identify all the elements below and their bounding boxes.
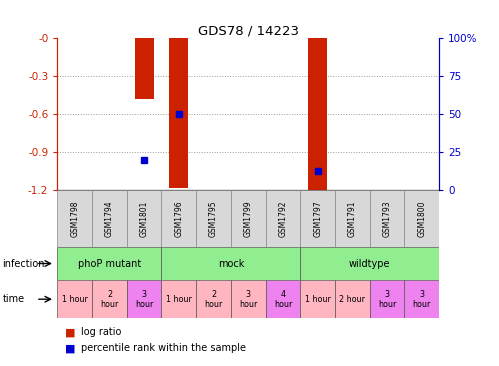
- Text: GSM1798: GSM1798: [70, 201, 79, 237]
- Text: 3
hour: 3 hour: [378, 290, 396, 309]
- Bar: [265, 280, 300, 318]
- Text: GSM1791: GSM1791: [348, 201, 357, 237]
- Text: log ratio: log ratio: [81, 327, 122, 337]
- Bar: [370, 280, 404, 318]
- Bar: [335, 190, 370, 247]
- Bar: [127, 190, 162, 247]
- Bar: [231, 280, 265, 318]
- Text: ■: ■: [65, 343, 75, 354]
- Bar: [300, 190, 335, 247]
- Text: GSM1792: GSM1792: [278, 201, 287, 237]
- Bar: [370, 190, 404, 247]
- Text: GSM1796: GSM1796: [174, 200, 183, 237]
- Text: GSM1794: GSM1794: [105, 200, 114, 237]
- Text: wildtype: wildtype: [349, 258, 390, 269]
- Bar: [308, 38, 327, 193]
- Text: GSM1797: GSM1797: [313, 200, 322, 237]
- Bar: [169, 38, 189, 188]
- Text: 2 hour: 2 hour: [339, 295, 365, 304]
- Text: GSM1795: GSM1795: [209, 200, 218, 237]
- Text: 1 hour: 1 hour: [305, 295, 331, 304]
- Bar: [265, 190, 300, 247]
- Text: phoP mutant: phoP mutant: [78, 258, 141, 269]
- Text: 1 hour: 1 hour: [62, 295, 88, 304]
- Text: infection: infection: [2, 258, 45, 269]
- Bar: [57, 190, 92, 247]
- Text: ■: ■: [65, 327, 75, 337]
- Bar: [135, 38, 154, 99]
- Bar: [92, 190, 127, 247]
- Bar: [127, 280, 162, 318]
- Bar: [162, 247, 300, 280]
- Text: 3
hour: 3 hour: [413, 290, 431, 309]
- Text: 3
hour: 3 hour: [239, 290, 257, 309]
- Text: 2
hour: 2 hour: [100, 290, 119, 309]
- Bar: [300, 247, 439, 280]
- Bar: [57, 247, 162, 280]
- Text: time: time: [2, 294, 24, 304]
- Bar: [404, 280, 439, 318]
- Bar: [404, 190, 439, 247]
- Bar: [335, 280, 370, 318]
- Text: 2
hour: 2 hour: [205, 290, 223, 309]
- Bar: [162, 190, 196, 247]
- Text: GSM1793: GSM1793: [383, 200, 392, 237]
- Bar: [196, 190, 231, 247]
- Text: 1 hour: 1 hour: [166, 295, 192, 304]
- Bar: [300, 280, 335, 318]
- Text: 4
hour: 4 hour: [274, 290, 292, 309]
- Text: percentile rank within the sample: percentile rank within the sample: [81, 343, 247, 354]
- Text: mock: mock: [218, 258, 244, 269]
- Bar: [57, 280, 92, 318]
- Text: 3
hour: 3 hour: [135, 290, 153, 309]
- Bar: [162, 280, 196, 318]
- Text: GSM1799: GSM1799: [244, 200, 253, 237]
- Bar: [92, 280, 127, 318]
- Bar: [231, 190, 265, 247]
- Text: GSM1800: GSM1800: [417, 201, 426, 237]
- Title: GDS78 / 14223: GDS78 / 14223: [198, 24, 299, 37]
- Text: GSM1801: GSM1801: [140, 201, 149, 237]
- Bar: [196, 280, 231, 318]
